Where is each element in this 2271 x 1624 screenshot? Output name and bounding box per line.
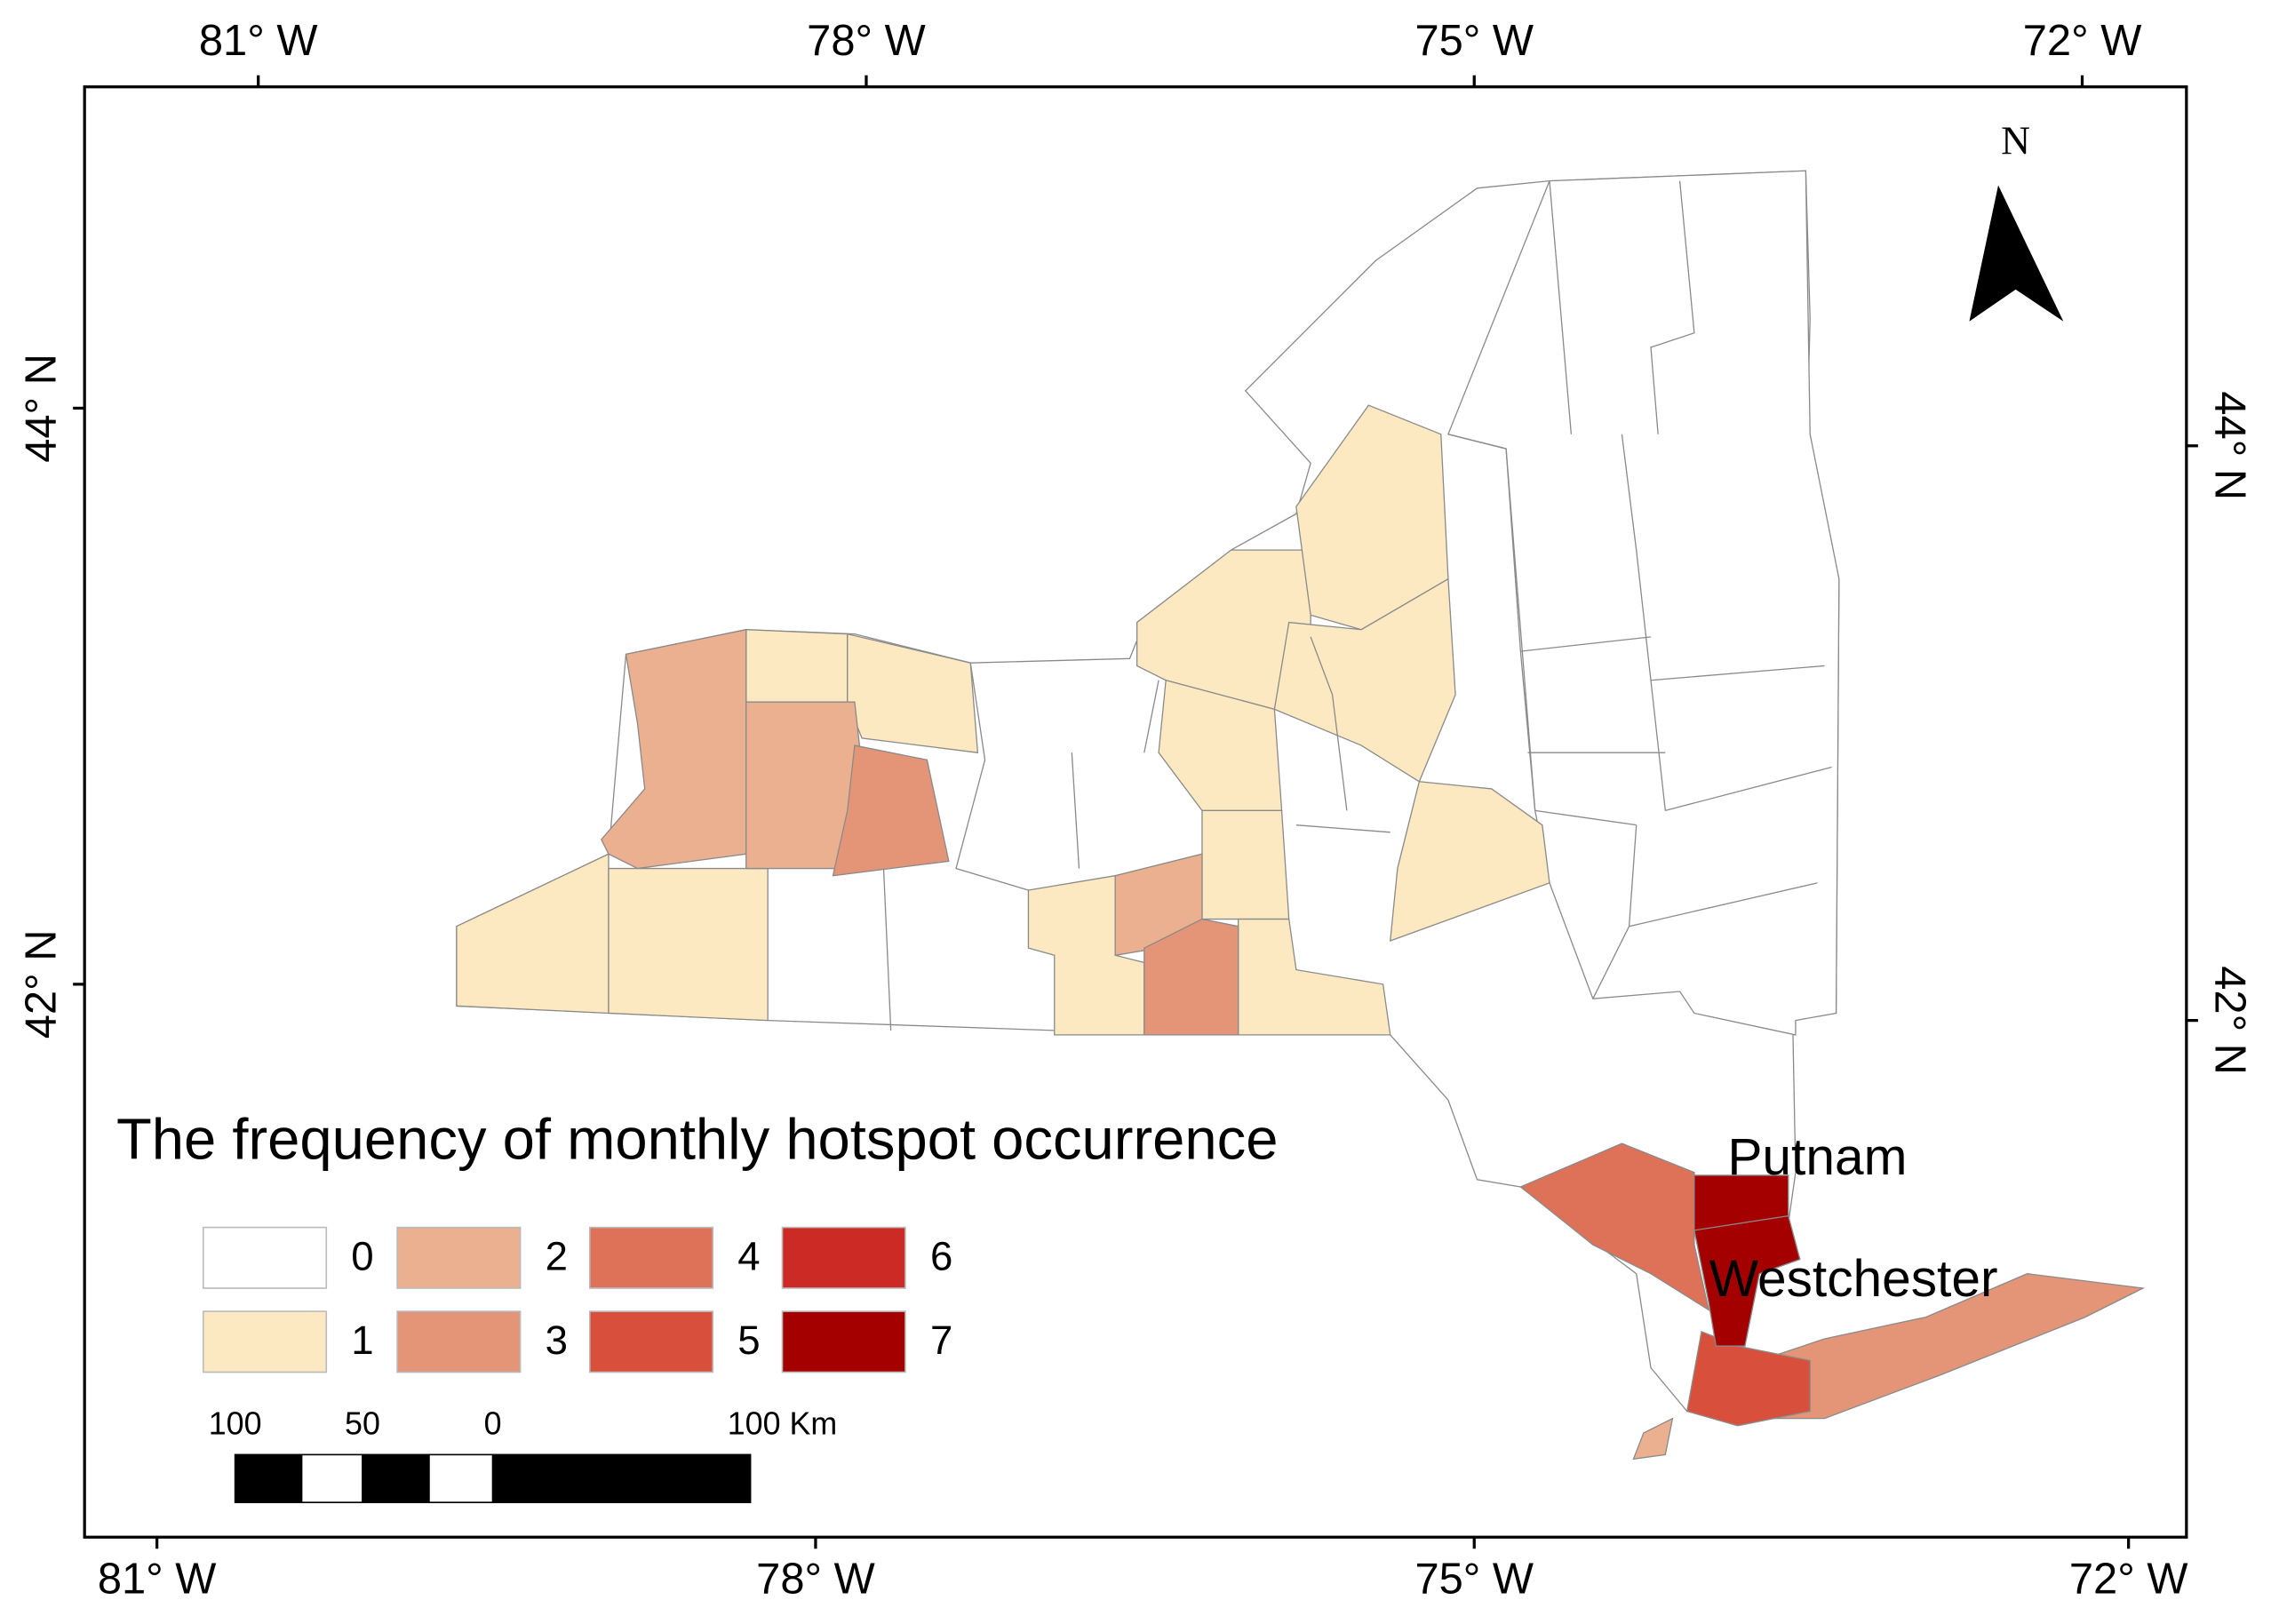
legend-swatch — [588, 1226, 714, 1289]
legend-label: 6 — [930, 1233, 952, 1278]
y-tick-label: 44° N — [17, 354, 65, 463]
legend-label: 4 — [737, 1233, 760, 1278]
county — [1143, 918, 1239, 1036]
legend-label: 5 — [737, 1318, 760, 1363]
legend-swatch — [202, 1226, 328, 1289]
x-tick-label: 78° W — [807, 17, 926, 65]
place-label: Westchester — [1709, 1250, 1998, 1308]
legend-swatch — [396, 1310, 522, 1373]
county — [1632, 1417, 1674, 1461]
county — [1273, 577, 1456, 783]
legend-label: 1 — [351, 1318, 373, 1363]
legend-label: 7 — [930, 1318, 952, 1363]
legend-swatch — [781, 1226, 906, 1289]
county — [1693, 1214, 1801, 1347]
x-tick-label: 72° W — [2023, 17, 2142, 65]
north-arrow — [1969, 185, 2064, 322]
x-tick-label: 81° W — [199, 17, 318, 65]
county — [1519, 1142, 1710, 1311]
legend-swatch — [396, 1226, 522, 1289]
county — [1201, 809, 1290, 920]
county — [745, 629, 849, 703]
x-tick-label: 81° W — [98, 1556, 217, 1604]
county — [1389, 781, 1550, 942]
legend-swatch — [202, 1310, 328, 1373]
y-tick-label: 42° N — [17, 930, 65, 1039]
legend-swatch — [588, 1310, 714, 1373]
county — [1685, 1330, 1811, 1427]
y-tick-label: 42° N — [2206, 966, 2254, 1075]
x-tick-label: 75° W — [1414, 17, 1534, 65]
county — [608, 867, 769, 1022]
legend-label: 0 — [351, 1233, 373, 1278]
north-label: N — [2001, 117, 2030, 163]
county — [1736, 1273, 2146, 1420]
county — [1447, 170, 1840, 1036]
map-frame — [83, 85, 2188, 1539]
scale-label: 50 — [345, 1405, 380, 1441]
county — [832, 744, 950, 877]
county — [456, 853, 610, 1015]
scale-bar — [234, 1453, 752, 1503]
legend-label: 2 — [546, 1233, 568, 1278]
scale-label: 100 — [209, 1405, 262, 1441]
x-tick-label: 78° W — [756, 1556, 875, 1604]
x-tick-label: 75° W — [1414, 1556, 1534, 1604]
scale-label: 0 — [484, 1405, 502, 1441]
y-tick-label: 44° N — [2206, 391, 2254, 500]
legend-swatch — [781, 1310, 906, 1373]
scale-label: 100 Km — [728, 1405, 837, 1441]
counties — [456, 170, 2146, 1461]
legend-label: 3 — [546, 1318, 568, 1363]
place-label: Putnam — [1727, 1128, 1907, 1186]
legend-title: The frequency of monthly hotspot occurre… — [116, 1106, 1278, 1171]
county — [847, 633, 979, 753]
county-borders — [882, 180, 1832, 1031]
x-tick-label: 72° W — [2069, 1556, 2188, 1604]
